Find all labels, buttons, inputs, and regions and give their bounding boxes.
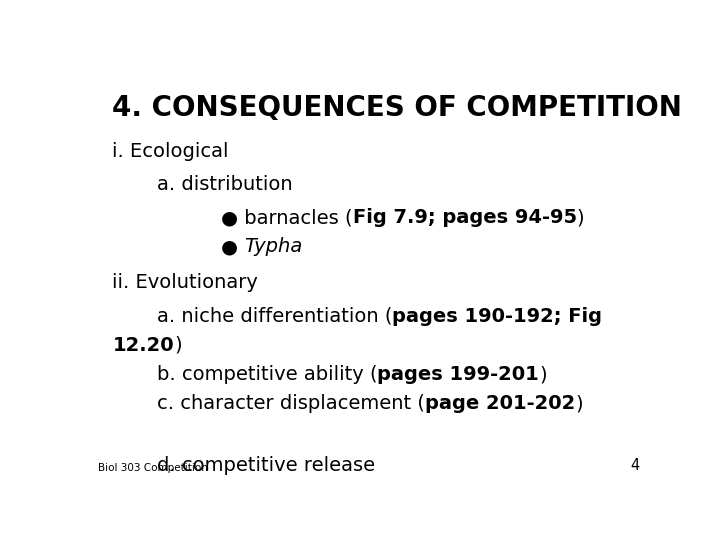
Text: b. competitive ability (: b. competitive ability (: [157, 365, 377, 384]
Text: 12.20: 12.20: [112, 336, 174, 355]
Text: d. competitive release: d. competitive release: [157, 456, 375, 475]
Text: c. character displacement (: c. character displacement (: [157, 394, 425, 413]
Text: ii. Evolutionary: ii. Evolutionary: [112, 273, 258, 292]
Text: Fig 7.9; pages 94-95: Fig 7.9; pages 94-95: [353, 208, 577, 227]
Text: pages 190-192; Fig: pages 190-192; Fig: [392, 307, 603, 326]
Text: 4: 4: [631, 458, 639, 473]
Text: a. niche differentiation (: a. niche differentiation (: [157, 307, 392, 326]
Text: a. distribution: a. distribution: [157, 175, 292, 194]
Text: ): ): [174, 336, 181, 355]
Text: 4. CONSEQUENCES OF COMPETITION: 4. CONSEQUENCES OF COMPETITION: [112, 94, 682, 122]
Text: pages 199-201: pages 199-201: [377, 365, 539, 384]
Text: ●: ●: [221, 238, 238, 256]
Text: page 201-202: page 201-202: [425, 394, 575, 413]
Text: ): ): [539, 365, 546, 384]
Text: i. Ecological: i. Ecological: [112, 141, 229, 161]
Text: ): ): [575, 394, 582, 413]
Text: Typha: Typha: [244, 238, 302, 256]
Text: barnacles (: barnacles (: [238, 208, 353, 227]
Text: ●: ●: [221, 208, 238, 227]
Text: ): ): [577, 208, 585, 227]
Text: Biol 303 Competition: Biol 303 Competition: [99, 463, 208, 473]
